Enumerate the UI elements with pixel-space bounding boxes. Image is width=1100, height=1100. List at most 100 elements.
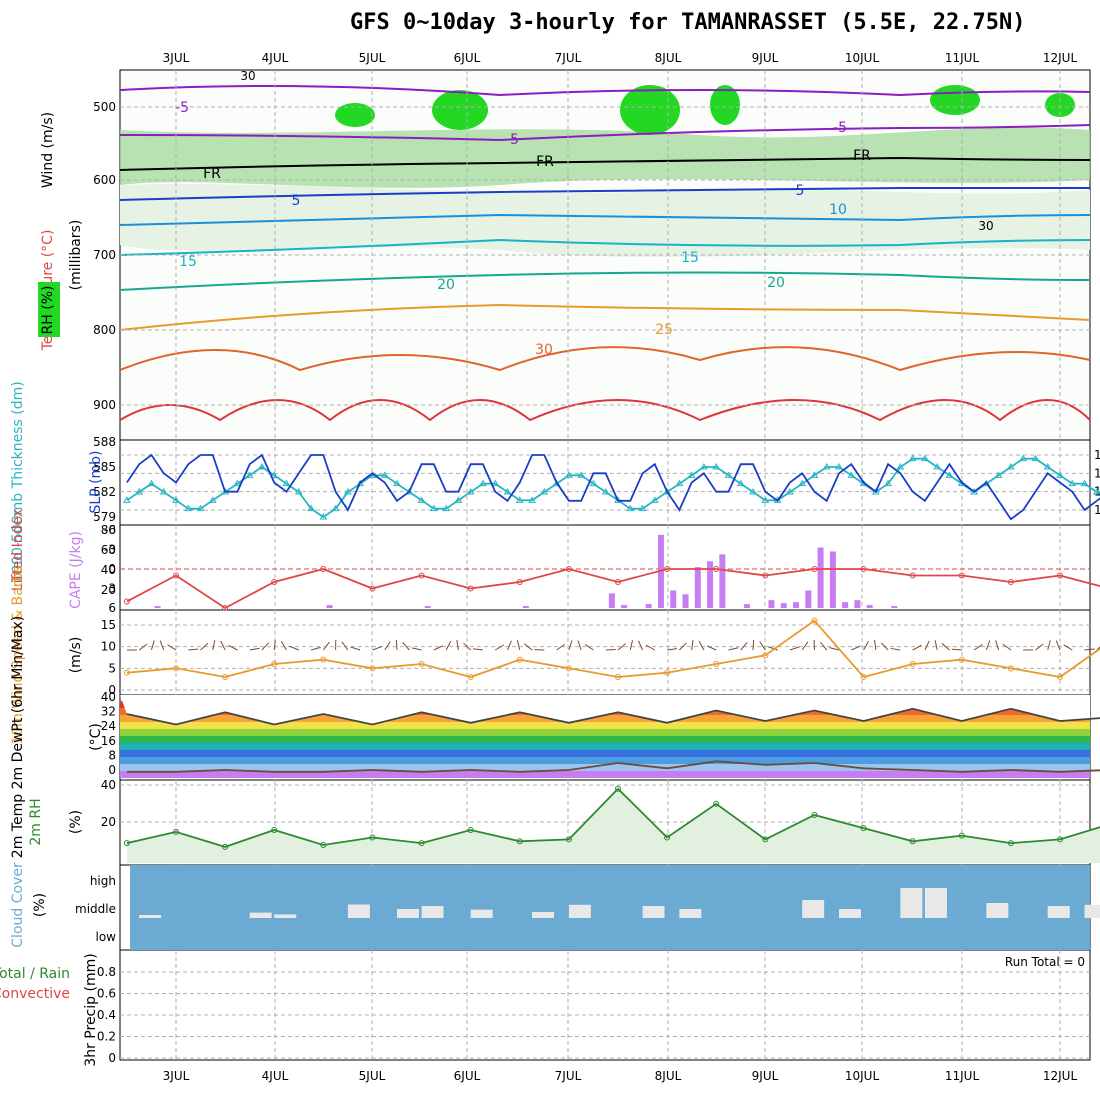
temp-color-band: [120, 771, 1090, 778]
rh-line-point: [565, 836, 572, 843]
thickness-line-point: [712, 463, 721, 470]
thickness-line-point: [626, 504, 635, 512]
wind-barb: [1002, 643, 1012, 651]
cape-bar: [793, 602, 800, 608]
cape-bar: [645, 604, 652, 608]
thickness-tick: 579: [93, 510, 116, 524]
wind-barb: [789, 646, 800, 651]
lifted-line-point: [811, 566, 818, 572]
rh-line-point: [369, 834, 376, 841]
wind-barb: [728, 647, 739, 651]
temp-label-part: 2m Temp 2m DewPt (6hr Min/Max): [10, 616, 26, 858]
cloud-gap-bar: [421, 906, 444, 918]
cape-extra-tick: 80: [101, 523, 116, 537]
thickness-line-point: [245, 471, 254, 478]
wind-speed-line-point: [320, 656, 327, 663]
thickness-line-point: [614, 496, 622, 503]
pressure-series: 5885855825791014101210101008: [93, 435, 1100, 524]
wind-barb: [638, 640, 644, 651]
thickness-line-point: [994, 471, 1003, 478]
lifted-label-part: Lifted Index: [10, 509, 26, 591]
wind-speed-line-point: [1057, 674, 1063, 680]
cloud-gap-bar: [249, 912, 272, 918]
precip-tick: 0.2: [97, 1030, 116, 1044]
thickness-line-point: [233, 479, 242, 487]
thickness-tick: 582: [93, 485, 116, 499]
lifted-line-point: [909, 572, 916, 579]
pressure-level-tick: 700: [93, 248, 116, 262]
wind-barb: [863, 641, 869, 651]
cape-bar: [768, 600, 775, 608]
lifted-line-point: [615, 579, 621, 585]
millibars-label-part: (millibars): [68, 220, 84, 291]
upper-panel-labels: 500 600 700 800 900 -5 -5 -5 5 5 10 15 15 20 20 25 30 FR F…: [93, 69, 994, 412]
cloud-level-label: high: [90, 874, 116, 888]
wind-barb: [820, 641, 828, 651]
cloud-gap-bar: [679, 909, 702, 918]
cape-bar: [719, 554, 726, 608]
rh-line-point: [1007, 840, 1014, 847]
precip-tick: 0.4: [97, 1008, 116, 1022]
contour-label: -5: [505, 132, 519, 148]
lifted-line-point: [762, 572, 769, 579]
thickness-line-point: [184, 504, 193, 512]
wind-tick: 10: [101, 640, 116, 654]
wind-barb: [516, 640, 521, 651]
date-tick-top: 4JUL: [262, 51, 289, 65]
cloud-gap-bar: [802, 900, 825, 918]
wind-barb: [289, 645, 299, 651]
cloud-gap-bar: [924, 888, 947, 918]
lifted-line-point: [713, 566, 720, 572]
cape-bar: [154, 606, 161, 608]
cape-bar: [743, 604, 750, 608]
thickness-line-point: [1031, 454, 1040, 462]
contour-label: 15: [681, 250, 699, 266]
rh-line-point: [713, 800, 720, 807]
wind-speed-line: [126, 619, 1100, 679]
wind-tick: 5: [108, 661, 116, 675]
lifted-index-tick: 3: [108, 582, 116, 596]
rh-series: 40 20: [101, 778, 1100, 863]
wind-barb: [1063, 644, 1073, 651]
thickness-line-point: [172, 496, 180, 503]
wind-barb: [691, 640, 694, 651]
thickness-line-point: [159, 488, 168, 495]
thickness-line-point: [540, 488, 549, 495]
thickness-line-point: [294, 488, 303, 495]
thickness-line-point: [835, 463, 843, 470]
wind-barb: [934, 640, 938, 651]
cape-bar: [694, 567, 701, 608]
precip-tick: 0: [108, 1051, 116, 1065]
wind-barb: [924, 640, 930, 651]
wind-barb: [384, 641, 391, 651]
thickness-line-point: [491, 479, 500, 487]
wind-barb: [280, 641, 287, 651]
slp-tick: 1008: [1094, 503, 1100, 517]
date-tick-bottom: 5JUL: [359, 1069, 386, 1083]
cape-bar: [522, 606, 529, 608]
thickness-line-point: [908, 454, 917, 462]
rh-line-point: [664, 834, 671, 841]
cloud-gap-bar: [642, 906, 665, 918]
rh-line-point: [320, 842, 327, 848]
cape-bar: [326, 605, 333, 608]
cloud-gap-bar: [139, 915, 162, 918]
rh-line-point: [271, 827, 278, 833]
date-tick-bottom: 10JUL: [845, 1069, 880, 1083]
rh-line-point: [222, 843, 229, 850]
thickness-line-point: [331, 504, 340, 512]
thickness-line-point: [761, 496, 770, 503]
thickness-line-point: [565, 471, 573, 478]
thickness-line-point: [356, 479, 365, 487]
wind-barb: [188, 648, 199, 651]
thickness-line-point: [466, 488, 475, 495]
date-tick-bottom: 11JUL: [945, 1069, 980, 1083]
cape-bar: [621, 605, 628, 608]
thickness-tick: 588: [93, 435, 116, 449]
lifted-line-point: [860, 566, 867, 572]
freezing-level-label: FR: [203, 166, 221, 182]
wind-barb: [411, 647, 422, 651]
rh-line-point: [762, 836, 769, 843]
chart-title: GFS 0~10day 3-hourly for TAMANRASSET (5.…: [350, 10, 1026, 35]
contour-label: 5: [292, 193, 301, 209]
